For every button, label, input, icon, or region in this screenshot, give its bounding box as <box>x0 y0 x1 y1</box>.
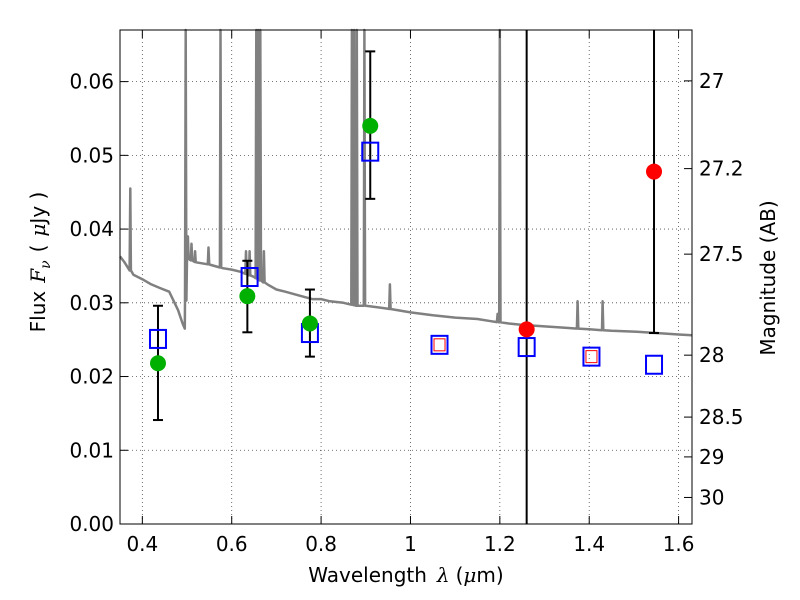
x-tick-label: 1.2 <box>484 532 516 556</box>
y-tick-label: 0.05 <box>69 143 114 167</box>
y2-tick-label: 28.5 <box>699 405 744 429</box>
x-tick-label: 1.4 <box>573 532 605 556</box>
model-square <box>645 354 664 375</box>
y-tick-label: 0.00 <box>69 512 114 536</box>
y2-tick-label: 27.2 <box>699 157 744 181</box>
x-ticks: 0.4 0.6 0.8 1 1.2 1.4 1.6 <box>126 30 695 556</box>
x-tick-label: 0.8 <box>305 532 337 556</box>
x-axis-label-unit-open: ( <box>456 563 464 587</box>
y-axis-label: Flux Fν ( μJy ) <box>26 192 54 333</box>
y-axis-label-unit-mu: μ <box>26 224 50 237</box>
y2-axis-label: Magnitude (AB) <box>756 200 780 355</box>
x-axis-label: Wavelength λ (μm) <box>308 563 503 587</box>
x-tick-label: 0.6 <box>216 532 248 556</box>
y2-ticks: 27 27.2 27.5 28 28.5 29 30 <box>684 69 744 509</box>
model-layer <box>148 141 664 375</box>
y2-tick-label: 29 <box>699 445 724 469</box>
y-tick-label: 0.02 <box>69 365 114 389</box>
y-tick-label: 0.01 <box>69 438 114 462</box>
x-tick-label: 1 <box>404 532 417 556</box>
model-square <box>517 337 536 358</box>
y-axis-label-symbol: F <box>26 268 50 284</box>
observed-point <box>149 355 166 372</box>
y-ticks: 0.00 0.01 0.02 0.03 0.04 0.05 0.06 <box>69 70 128 536</box>
model-square-inner <box>585 350 598 364</box>
model-square <box>430 334 449 355</box>
y-tick-label: 0.04 <box>69 217 114 241</box>
upper-limit-point <box>518 321 535 338</box>
observed-point <box>239 288 256 305</box>
observed-layer <box>149 117 663 372</box>
y-axis-label-unit-open: ( <box>26 245 50 253</box>
x-axis-label-symbol: λ <box>436 563 450 587</box>
grid <box>120 30 692 524</box>
model-square-inner <box>433 338 446 352</box>
spectrum-line <box>119 28 693 337</box>
y-tick-label: 0.03 <box>69 291 114 315</box>
y2-tick-label: 27 <box>699 69 724 93</box>
y-axis-label-symbol-sub: ν <box>38 260 54 269</box>
y2-tick-label: 27.5 <box>699 242 744 266</box>
observed-point <box>301 315 318 332</box>
y2-tick-label: 30 <box>699 485 724 509</box>
y2-tick-label: 28 <box>699 343 724 367</box>
x-tick-label: 0.4 <box>126 532 158 556</box>
model-square <box>361 141 380 162</box>
x-axis-label-word: Wavelength <box>308 563 427 587</box>
y-axis-label-unit-rest: Jy ) <box>26 192 50 226</box>
model-square <box>240 267 259 287</box>
model-square <box>148 328 167 349</box>
upper-limit-point <box>646 163 663 180</box>
observed-point <box>362 117 379 134</box>
y-tick-label: 0.06 <box>69 70 114 94</box>
plot-frame <box>119 29 693 525</box>
x-axis-label-unit-mu: μ <box>463 563 476 587</box>
spectrum-layer <box>119 28 693 337</box>
y-axis-label-word: Flux <box>26 291 50 333</box>
x-tick-label: 1.6 <box>663 532 695 556</box>
model-square <box>582 346 601 367</box>
x-axis-label-unit-rest: m) <box>476 563 503 587</box>
